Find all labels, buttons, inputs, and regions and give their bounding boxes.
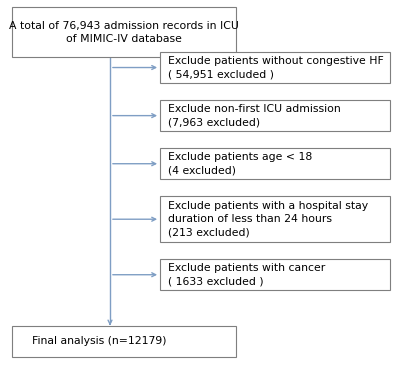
FancyBboxPatch shape: [12, 7, 236, 57]
Text: Exclude non-first ICU admission
(7,963 excluded): Exclude non-first ICU admission (7,963 e…: [168, 104, 341, 127]
Text: Exclude patients without congestive HF
( 54,951 excluded ): Exclude patients without congestive HF (…: [168, 56, 384, 79]
FancyBboxPatch shape: [160, 52, 390, 83]
Text: Exclude patients with a hospital stay
duration of less than 24 hours
(213 exclud: Exclude patients with a hospital stay du…: [168, 201, 368, 238]
Text: Exclude patients age < 18
(4 excluded): Exclude patients age < 18 (4 excluded): [168, 152, 312, 175]
FancyBboxPatch shape: [160, 196, 390, 242]
FancyBboxPatch shape: [160, 259, 390, 290]
FancyBboxPatch shape: [160, 100, 390, 131]
Text: Exclude patients with cancer
( 1633 excluded ): Exclude patients with cancer ( 1633 excl…: [168, 263, 325, 286]
Text: A total of 76,943 admission records in ICU
of MIMIC-IV database: A total of 76,943 admission records in I…: [9, 21, 239, 44]
FancyBboxPatch shape: [12, 326, 236, 357]
Text: Final analysis (n=12179): Final analysis (n=12179): [32, 336, 166, 346]
FancyBboxPatch shape: [160, 148, 390, 179]
